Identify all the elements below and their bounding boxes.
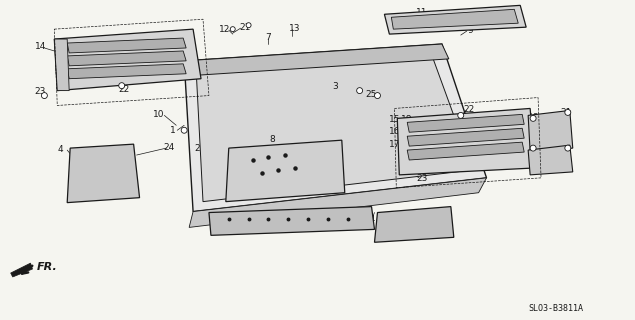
Polygon shape: [196, 53, 474, 202]
Text: 21: 21: [239, 23, 250, 32]
Text: 20: 20: [528, 145, 540, 154]
Polygon shape: [55, 39, 69, 91]
Circle shape: [246, 23, 251, 28]
Text: FR.: FR.: [36, 262, 57, 272]
Circle shape: [181, 127, 187, 133]
Text: 6: 6: [391, 219, 396, 228]
Text: 21: 21: [560, 108, 572, 117]
Polygon shape: [67, 64, 186, 79]
Text: 24: 24: [164, 143, 175, 152]
Polygon shape: [407, 142, 524, 160]
Text: 17: 17: [389, 140, 400, 148]
Polygon shape: [67, 38, 186, 53]
Text: 23: 23: [35, 87, 46, 96]
Polygon shape: [398, 108, 535, 175]
Text: 24: 24: [247, 215, 258, 224]
Polygon shape: [384, 5, 526, 34]
Circle shape: [119, 83, 124, 89]
Text: 9: 9: [468, 26, 474, 35]
Text: 17: 17: [399, 153, 410, 162]
Text: 14: 14: [35, 43, 46, 52]
Polygon shape: [189, 178, 486, 228]
Text: 12: 12: [557, 112, 568, 121]
Polygon shape: [184, 44, 449, 76]
Text: 15: 15: [389, 115, 400, 124]
Circle shape: [530, 116, 536, 121]
Text: 13: 13: [290, 24, 301, 33]
Text: 25: 25: [366, 90, 377, 99]
Text: 3: 3: [332, 82, 338, 91]
Polygon shape: [209, 207, 375, 235]
Text: 7: 7: [265, 33, 271, 42]
Circle shape: [565, 145, 571, 151]
Text: 8: 8: [269, 135, 275, 144]
Text: 16: 16: [185, 52, 197, 61]
Circle shape: [565, 109, 571, 116]
Text: 2: 2: [194, 144, 200, 153]
Polygon shape: [528, 110, 573, 152]
Polygon shape: [528, 145, 573, 175]
Text: 18: 18: [180, 36, 191, 44]
Circle shape: [41, 92, 48, 99]
Text: 24: 24: [364, 215, 375, 224]
Text: 18: 18: [401, 128, 412, 137]
Circle shape: [530, 145, 536, 151]
Polygon shape: [226, 140, 345, 202]
Text: 16: 16: [389, 127, 400, 136]
Circle shape: [357, 88, 363, 93]
Polygon shape: [67, 144, 140, 203]
Polygon shape: [184, 44, 486, 212]
Text: 22: 22: [118, 85, 130, 94]
Text: 11: 11: [417, 8, 428, 17]
Text: 1: 1: [170, 126, 176, 135]
Polygon shape: [67, 51, 186, 66]
Text: 12: 12: [219, 25, 231, 34]
Polygon shape: [11, 263, 32, 277]
Text: 10: 10: [152, 110, 164, 119]
Polygon shape: [375, 207, 454, 242]
Circle shape: [231, 27, 235, 32]
Polygon shape: [391, 9, 518, 29]
Text: 19: 19: [528, 113, 540, 122]
Circle shape: [375, 92, 380, 99]
Polygon shape: [407, 114, 524, 132]
Text: 4: 4: [57, 145, 63, 154]
Text: 18: 18: [401, 115, 412, 124]
Text: 15: 15: [185, 41, 197, 50]
Polygon shape: [55, 29, 201, 91]
Text: 17: 17: [185, 64, 197, 73]
Text: 23: 23: [417, 174, 428, 183]
Text: 22: 22: [463, 105, 474, 114]
Text: SLO3-B3811A: SLO3-B3811A: [528, 304, 584, 313]
Circle shape: [458, 112, 464, 118]
Polygon shape: [407, 128, 524, 146]
Text: 5: 5: [263, 220, 269, 229]
